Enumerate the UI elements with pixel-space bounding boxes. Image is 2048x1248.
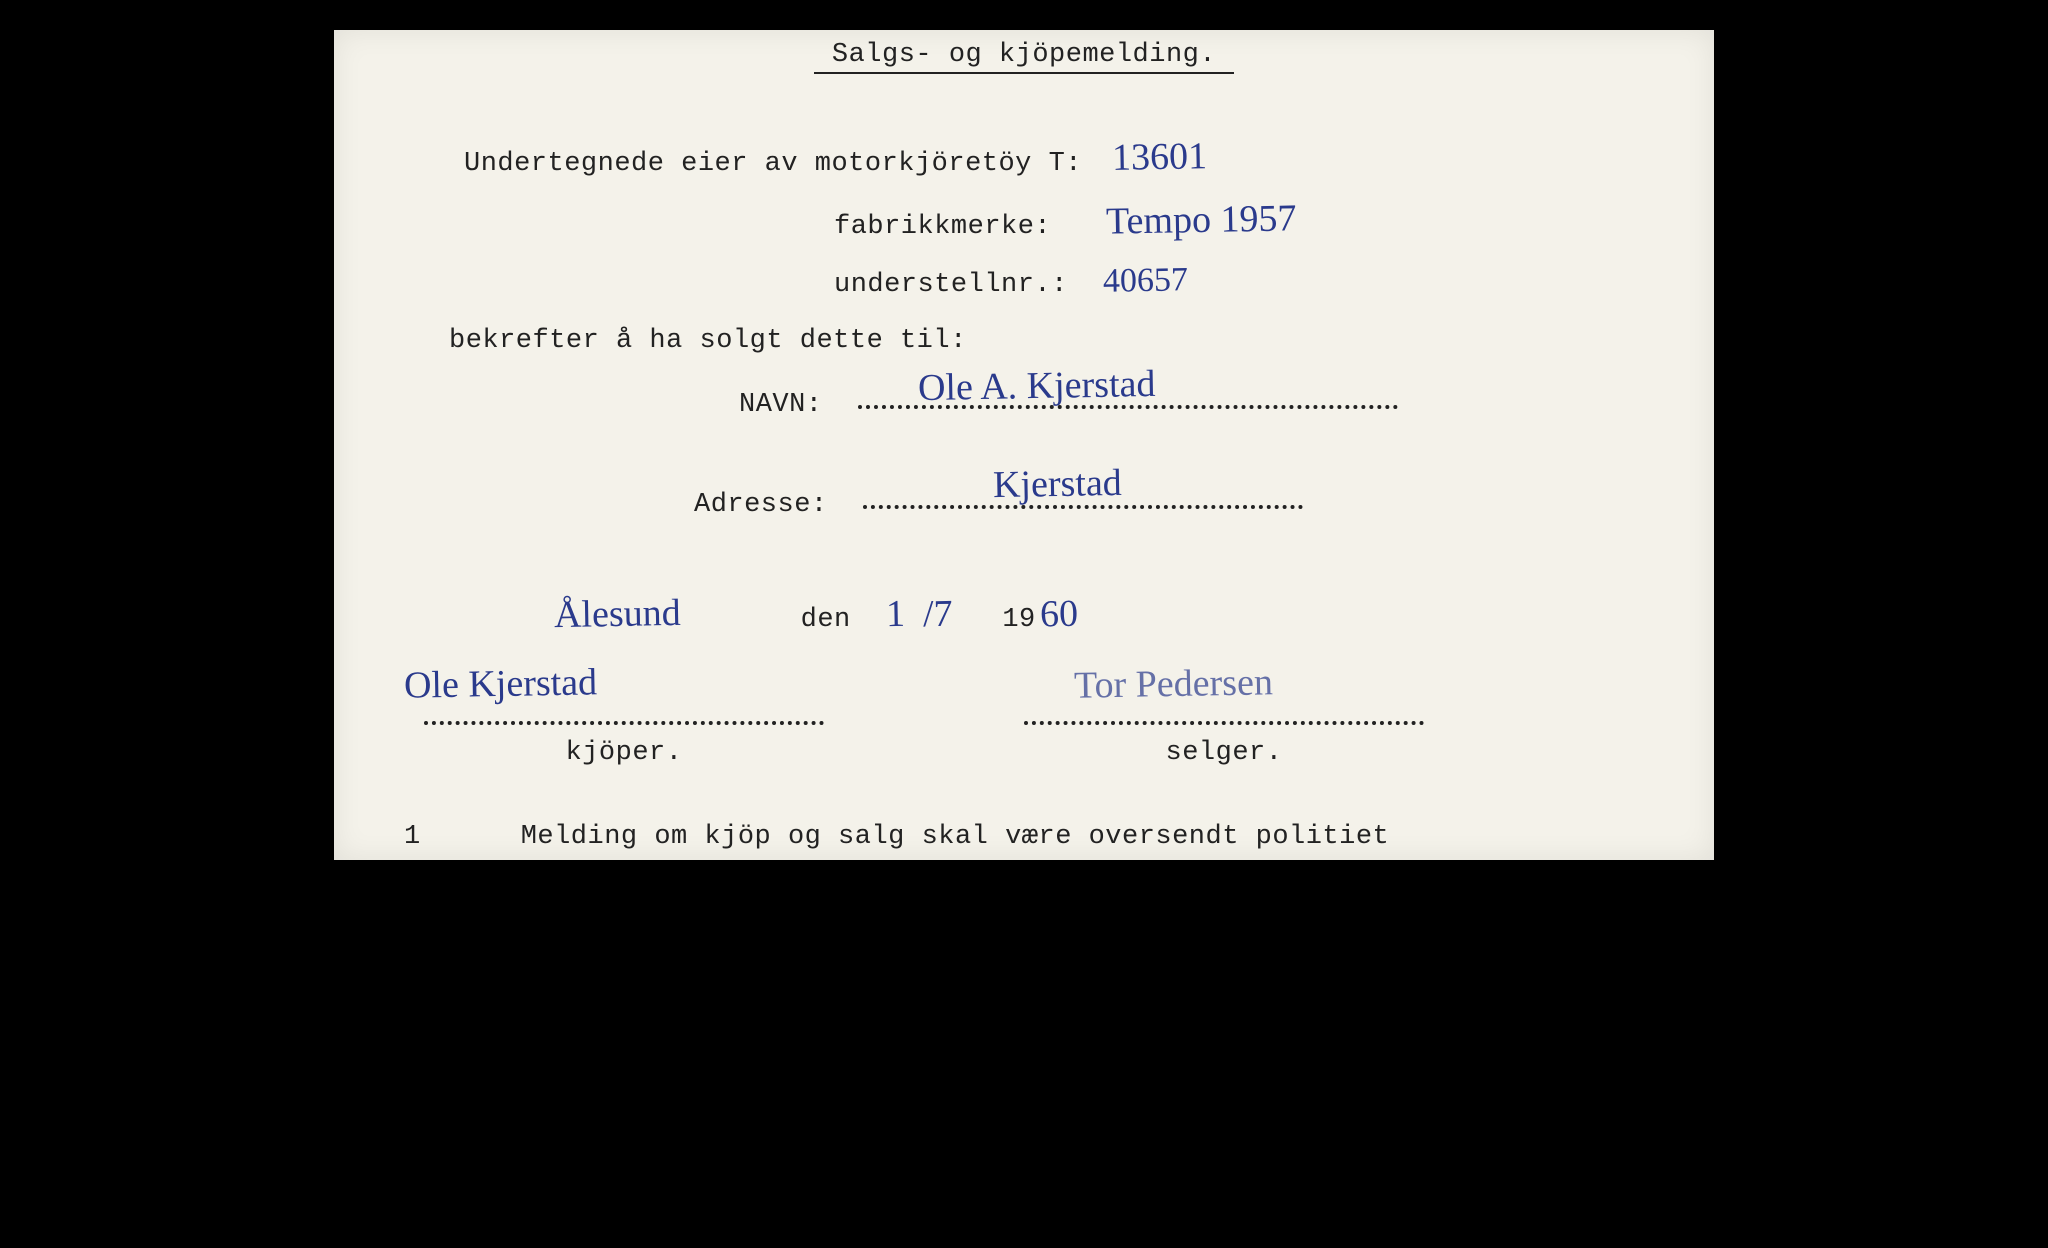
address-line: Adresse: Kjerstad [694,490,1303,520]
chassis-label: understellnr.: [834,270,1068,300]
address-label: Adresse: [694,490,828,520]
chassis-value: 40657 [1103,261,1189,300]
owner-vehicle-number: 13601 [1112,134,1208,180]
name-label: NAVN: [739,390,823,420]
name-value: Ole A. Kjerstad [917,362,1155,410]
seller-signature: Tor Pedersen [1074,660,1274,707]
seller-signature-block: Tor Pedersen selger. [994,670,1454,768]
buyer-signature: Ole Kjerstad [404,660,598,707]
year-prefix: 19 [1002,605,1035,635]
buyer-dotted-line [424,721,824,725]
sales-form-document: Salgs- og kjöpemelding. Undertegnede eie… [334,30,1714,860]
confirm-line: bekrefter å ha solgt dette til: [449,326,967,356]
brand-line: fabrikkmerke: Tempo 1957 [834,198,1297,242]
seller-label: selger. [994,738,1454,768]
footer-number: 1 [404,822,421,852]
owner-line: Undertegnede eier av motorkjöretöy T: 13… [464,135,1207,179]
form-title-block: Salgs- og kjöpemelding. [334,30,1714,74]
brand-label: fabrikkmerke: [834,212,1051,242]
date-line: Ålesund den 1 /7 19 60 [554,592,1078,636]
year-suffix: 60 [1039,592,1078,637]
place-value: Ålesund [554,591,681,637]
title-underline [814,72,1234,74]
address-dotted-line [863,505,1303,509]
form-title: Salgs- og kjöpemelding. [334,30,1714,70]
buyer-signature-block: Ole Kjerstad kjöper. [394,670,854,768]
footer-line: 1 Melding om kjöp og salg skal være over… [404,822,1389,852]
buyer-label: kjöper. [394,738,854,768]
seller-dotted-line [1024,721,1424,725]
brand-value: Tempo 1957 [1106,196,1297,243]
date-den: den [801,605,851,635]
address-value: Kjerstad [992,461,1121,507]
chassis-line: understellnr.: 40657 [834,262,1188,300]
day-value: 1 [885,592,905,636]
month-value: /7 [922,592,952,637]
owner-label: Undertegnede eier av motorkjöretöy T: [464,149,1082,179]
confirm-text: bekrefter å ha solgt dette til: [449,326,967,356]
footer-text: Melding om kjöp og salg skal være overse… [521,822,1390,852]
name-line: NAVN: Ole A. Kjerstad [739,390,1398,420]
